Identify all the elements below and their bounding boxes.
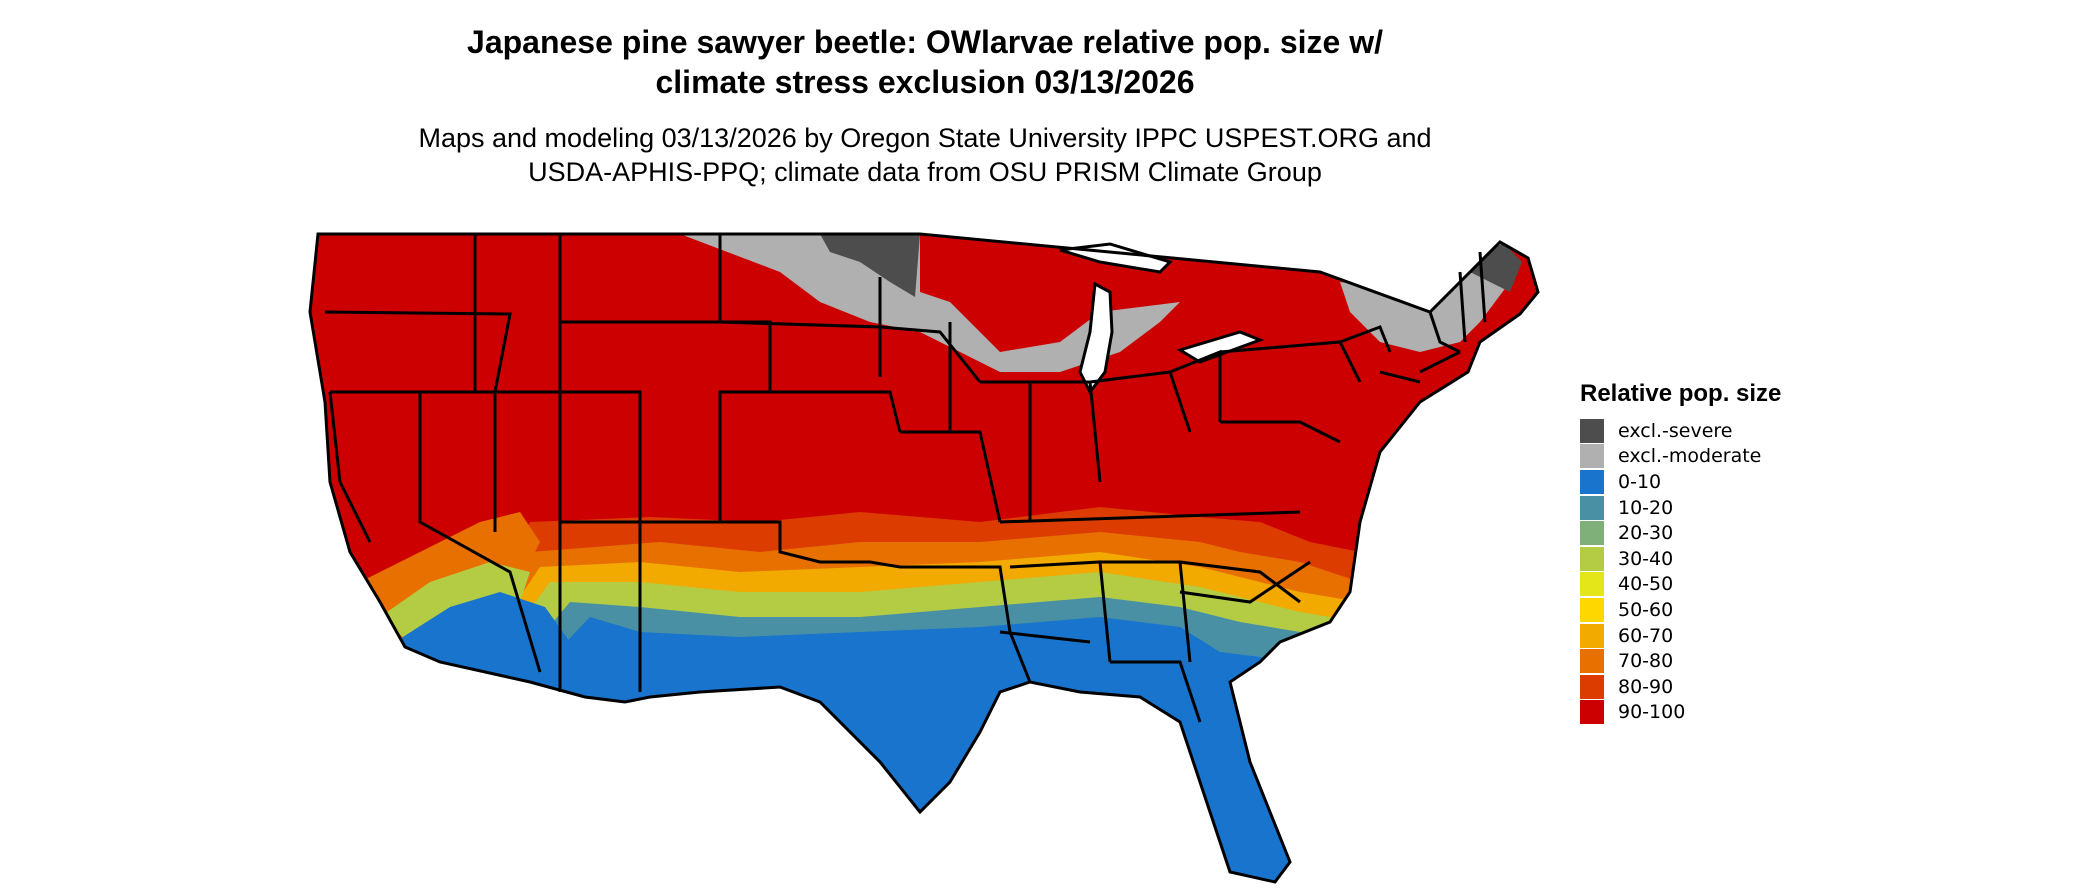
legend-swatch xyxy=(1580,572,1604,597)
legend-item: 90-100 xyxy=(1580,700,1781,726)
legend-swatch xyxy=(1580,597,1604,622)
legend-label: 10-20 xyxy=(1618,496,1674,519)
legend-item: 40-50 xyxy=(1580,572,1781,598)
legend-item: 60-70 xyxy=(1580,623,1781,649)
title-line-2: climate stress exclusion 03/13/2026 xyxy=(655,64,1195,100)
legend-item: 0-10 xyxy=(1580,469,1781,495)
legend-item: 20-30 xyxy=(1580,520,1781,546)
legend: Relative pop. size excl.-severe excl.-mod… xyxy=(1580,380,1781,725)
legend-label: 70-80 xyxy=(1618,650,1674,673)
legend-swatch xyxy=(1580,521,1604,546)
legend-title: Relative pop. size xyxy=(1580,380,1782,407)
legend-swatch xyxy=(1580,495,1604,520)
legend-swatch xyxy=(1580,418,1604,443)
legend-label: 50-60 xyxy=(1618,598,1674,621)
legend-items: excl.-severe excl.-moderate 0-10 10-20 20-30… xyxy=(1580,418,1781,725)
legend-label: 90-100 xyxy=(1618,701,1686,724)
legend-label: excl.-moderate xyxy=(1618,445,1762,468)
legend-label: 80-90 xyxy=(1618,675,1674,698)
map-subtitle: Maps and modeling 03/13/2026 by Oregon S… xyxy=(0,121,1850,189)
legend-swatch xyxy=(1580,469,1604,494)
legend-label: 40-50 xyxy=(1618,573,1674,596)
legend-swatch xyxy=(1580,623,1604,648)
legend-item: 80-90 xyxy=(1580,674,1781,700)
legend-label: 0-10 xyxy=(1618,470,1662,493)
subtitle-line-2: USDA-APHIS-PPQ; climate data from OSU PR… xyxy=(528,157,1322,187)
legend-item: 50-60 xyxy=(1580,597,1781,623)
legend-swatch xyxy=(1580,674,1604,699)
excl-moderate-north-plains xyxy=(680,234,1180,372)
subtitle-line-1: Maps and modeling 03/13/2026 by Oregon S… xyxy=(418,123,1432,153)
legend-label: 30-40 xyxy=(1618,547,1674,570)
legend-label: 20-30 xyxy=(1618,522,1674,545)
legend-label: 60-70 xyxy=(1618,624,1674,647)
state-borders xyxy=(308,232,1540,884)
lake-erie xyxy=(1176,330,1265,364)
map-title: Japanese pine sawyer beetle: OWlarvae re… xyxy=(0,22,1850,102)
legend-swatch xyxy=(1580,444,1604,469)
legend-item: excl.-severe xyxy=(1580,418,1781,444)
title-line-1: Japanese pine sawyer beetle: OWlarvae re… xyxy=(467,24,1383,60)
legend-swatch xyxy=(1580,649,1604,674)
legend-item: excl.-moderate xyxy=(1580,444,1781,470)
legend-item: 10-20 xyxy=(1580,495,1781,521)
excl-severe-minnesota xyxy=(820,234,920,297)
legend-swatch xyxy=(1580,546,1604,571)
legend-label: excl.-severe xyxy=(1618,419,1733,442)
legend-item: 70-80 xyxy=(1580,648,1781,674)
legend-swatch xyxy=(1580,700,1604,725)
legend-item: 30-40 xyxy=(1580,546,1781,572)
us-population-map xyxy=(308,232,1540,884)
